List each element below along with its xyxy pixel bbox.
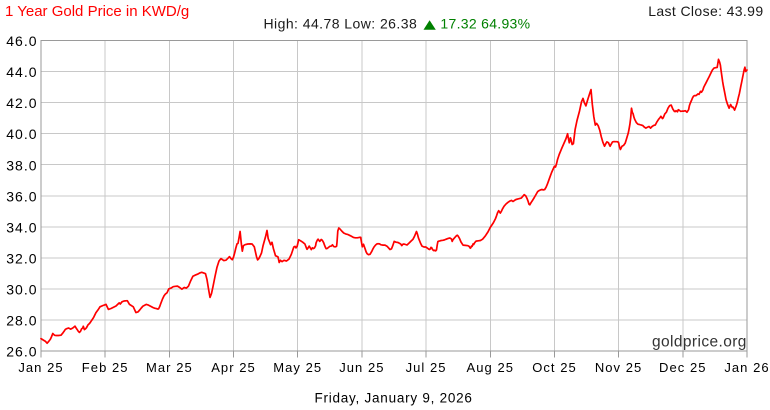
- svg-text:Jul 25: Jul 25: [406, 360, 447, 375]
- svg-text:30.0: 30.0: [6, 282, 37, 298]
- svg-text:Feb 25: Feb 25: [82, 360, 129, 375]
- svg-text:28.0: 28.0: [6, 313, 37, 329]
- svg-text:26.0: 26.0: [6, 344, 37, 360]
- svg-text:Dec 25: Dec 25: [659, 360, 707, 375]
- svg-text:42.0: 42.0: [6, 95, 37, 111]
- svg-text:Apr 25: Apr 25: [211, 360, 256, 375]
- svg-text:Jan 25: Jan 25: [18, 360, 63, 375]
- svg-text:17.32 64.93%: 17.32 64.93%: [440, 16, 530, 32]
- svg-text:Jun 25: Jun 25: [339, 360, 384, 375]
- svg-text:34.0: 34.0: [6, 219, 37, 235]
- svg-text:Nov 25: Nov 25: [595, 360, 643, 375]
- svg-text:Friday, January 9, 2026: Friday, January 9, 2026: [315, 391, 473, 406]
- svg-text:1 Year Gold Price in KWD/g: 1 Year Gold Price in KWD/g: [5, 3, 189, 20]
- svg-text:44.0: 44.0: [6, 64, 37, 80]
- svg-text:May 25: May 25: [273, 360, 322, 375]
- svg-text:Mar 25: Mar 25: [146, 360, 193, 375]
- svg-text:46.0: 46.0: [6, 33, 37, 49]
- svg-text:goldprice.org: goldprice.org: [652, 333, 747, 350]
- svg-text:32.0: 32.0: [6, 251, 37, 267]
- svg-text:Aug 25: Aug 25: [467, 360, 515, 375]
- svg-text:38.0: 38.0: [6, 157, 37, 173]
- svg-text:Oct 25: Oct 25: [532, 360, 577, 375]
- svg-text:High: 44.78 Low: 26.38: High: 44.78 Low: 26.38: [264, 16, 418, 32]
- svg-text:36.0: 36.0: [6, 188, 37, 204]
- svg-text:Last Close: 43.99: Last Close: 43.99: [648, 3, 763, 19]
- svg-text:Jan 26: Jan 26: [724, 360, 769, 375]
- svg-text:40.0: 40.0: [6, 126, 37, 142]
